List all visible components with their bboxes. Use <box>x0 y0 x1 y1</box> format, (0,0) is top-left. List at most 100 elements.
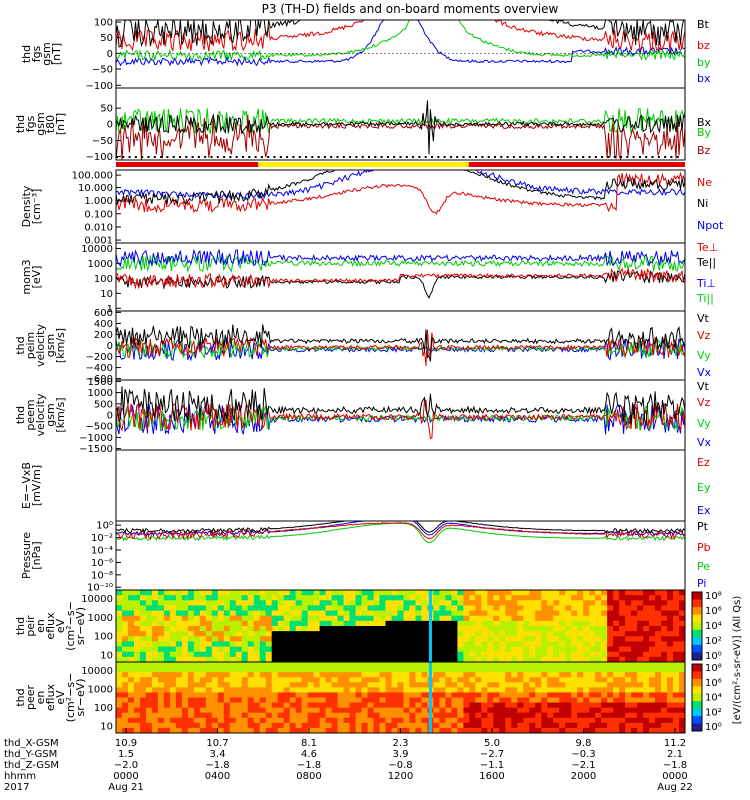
spectrogram-cell <box>241 641 249 648</box>
spectrogram-cell <box>559 656 566 662</box>
spectrogram-cell <box>517 631 524 637</box>
spectrogram-cell <box>157 605 165 612</box>
spectrogram-cell <box>667 651 674 658</box>
spectrogram-cell <box>463 727 470 733</box>
spectrogram-cell <box>295 672 303 678</box>
spectrogram-cell <box>385 662 393 668</box>
spectrogram-cell <box>523 692 530 699</box>
spectrogram-cell <box>151 651 159 658</box>
spectrogram-cell <box>289 717 297 724</box>
spectrogram-cell <box>361 626 369 632</box>
spectrogram-cell <box>277 727 285 733</box>
spectrogram-cell <box>613 672 620 678</box>
spectrogram-cell <box>643 677 650 683</box>
spectrogram-cell <box>397 595 405 601</box>
spectrogram-cell <box>205 590 213 596</box>
spectrogram-cell <box>511 595 518 601</box>
spectrogram-cell <box>511 677 518 683</box>
spectrogram-cell <box>229 697 237 704</box>
spectrogram-cell <box>247 651 255 658</box>
spectrogram-cell <box>127 697 135 704</box>
spectrogram-cell <box>121 682 129 688</box>
spectrogram-cell <box>673 722 680 729</box>
y-tick-label: 1000 <box>88 259 113 270</box>
spectrogram-cell <box>127 662 135 668</box>
spectrogram-cell <box>163 682 171 688</box>
spectrogram-cell <box>169 651 177 658</box>
spectrogram-cell <box>391 620 399 627</box>
y-tick-label: 500 <box>94 399 113 410</box>
spectrogram-cell <box>283 600 291 607</box>
spectrogram-cell <box>199 722 207 729</box>
spectrogram-cell <box>211 600 219 607</box>
spectrogram-cell <box>265 727 273 733</box>
spectrogram-cell <box>667 672 674 678</box>
spectrogram-cell <box>511 717 518 724</box>
spectrogram-cell <box>127 687 135 694</box>
panel-ytitle: [km/s] <box>54 397 67 432</box>
spectrogram-cell <box>253 722 261 729</box>
spectrogram-cell <box>481 722 488 729</box>
spectrogram-cell <box>535 651 542 658</box>
spectrogram-cell <box>445 662 453 668</box>
spectrogram-cell <box>601 610 608 617</box>
spectrogram-cell <box>241 656 249 662</box>
y-tick-label: 600 <box>94 308 113 319</box>
spectrogram-cell <box>271 656 279 662</box>
spectrogram-cell <box>205 682 213 688</box>
spectrogram-cell <box>319 707 327 714</box>
spectrogram-cell <box>235 707 243 714</box>
spectrogram-cell <box>679 605 685 612</box>
spectrogram-cell <box>571 656 578 662</box>
spectrogram-cell <box>499 636 506 643</box>
y-tick-label: −500 <box>86 422 113 433</box>
spectrogram-cell <box>116 682 123 688</box>
spectrogram-cell <box>337 692 345 699</box>
spectrogram-cell <box>325 727 333 733</box>
spectrogram-cell <box>607 605 614 612</box>
spectrogram-cell <box>391 712 399 719</box>
spectrogram-cell <box>295 687 303 694</box>
spectrogram-cell <box>133 662 141 668</box>
spectrogram-cell <box>121 702 129 709</box>
spectrogram-cell <box>175 692 183 699</box>
spectrogram-cell <box>181 697 189 704</box>
spectrogram-cell <box>643 707 650 714</box>
spectrogram-cell <box>421 595 429 601</box>
spectrogram-cell <box>559 677 566 683</box>
spectrogram-cell <box>301 717 309 724</box>
spectrogram-cell <box>583 697 590 704</box>
spectrogram-cell <box>571 727 578 733</box>
spectrogram-cell <box>223 620 231 627</box>
spectrogram-cell <box>349 615 357 622</box>
spectrogram-cell <box>337 672 345 678</box>
spectrogram-cell <box>493 641 500 648</box>
spectrogram-cell <box>601 702 608 709</box>
spectrogram-cell <box>193 646 201 653</box>
spectrogram-cell <box>565 651 572 658</box>
spectrogram-cell <box>133 590 141 596</box>
spectrogram-cell <box>139 610 147 617</box>
spectrogram-cell <box>667 717 674 724</box>
spectrogram-cell <box>169 677 177 683</box>
legend-peim-1: Vz <box>697 329 711 342</box>
spectrogram-cell <box>433 722 441 729</box>
spectrogram-cell <box>385 590 393 596</box>
spectrogram-cell <box>433 641 441 648</box>
spectrogram-cell <box>571 610 578 617</box>
spectrogram-cell <box>175 600 183 607</box>
spectrogram-cell <box>217 646 225 653</box>
spectrogram-cell <box>193 641 201 648</box>
spectrogram-cell <box>271 697 279 704</box>
spectrogram-cell <box>349 636 357 643</box>
spectrogram-cell <box>157 610 165 617</box>
spectrogram-cell <box>367 662 375 668</box>
spectrogram-cell <box>625 641 632 648</box>
spectrogram-cell <box>601 615 608 622</box>
spectrogram-cell <box>643 712 650 719</box>
spectrogram-cell <box>577 712 584 719</box>
spectrogram-cell <box>559 600 566 607</box>
spectrogram-cell <box>553 697 560 704</box>
spectrogram-cell <box>643 702 650 709</box>
spectrogram-cell <box>421 590 429 596</box>
